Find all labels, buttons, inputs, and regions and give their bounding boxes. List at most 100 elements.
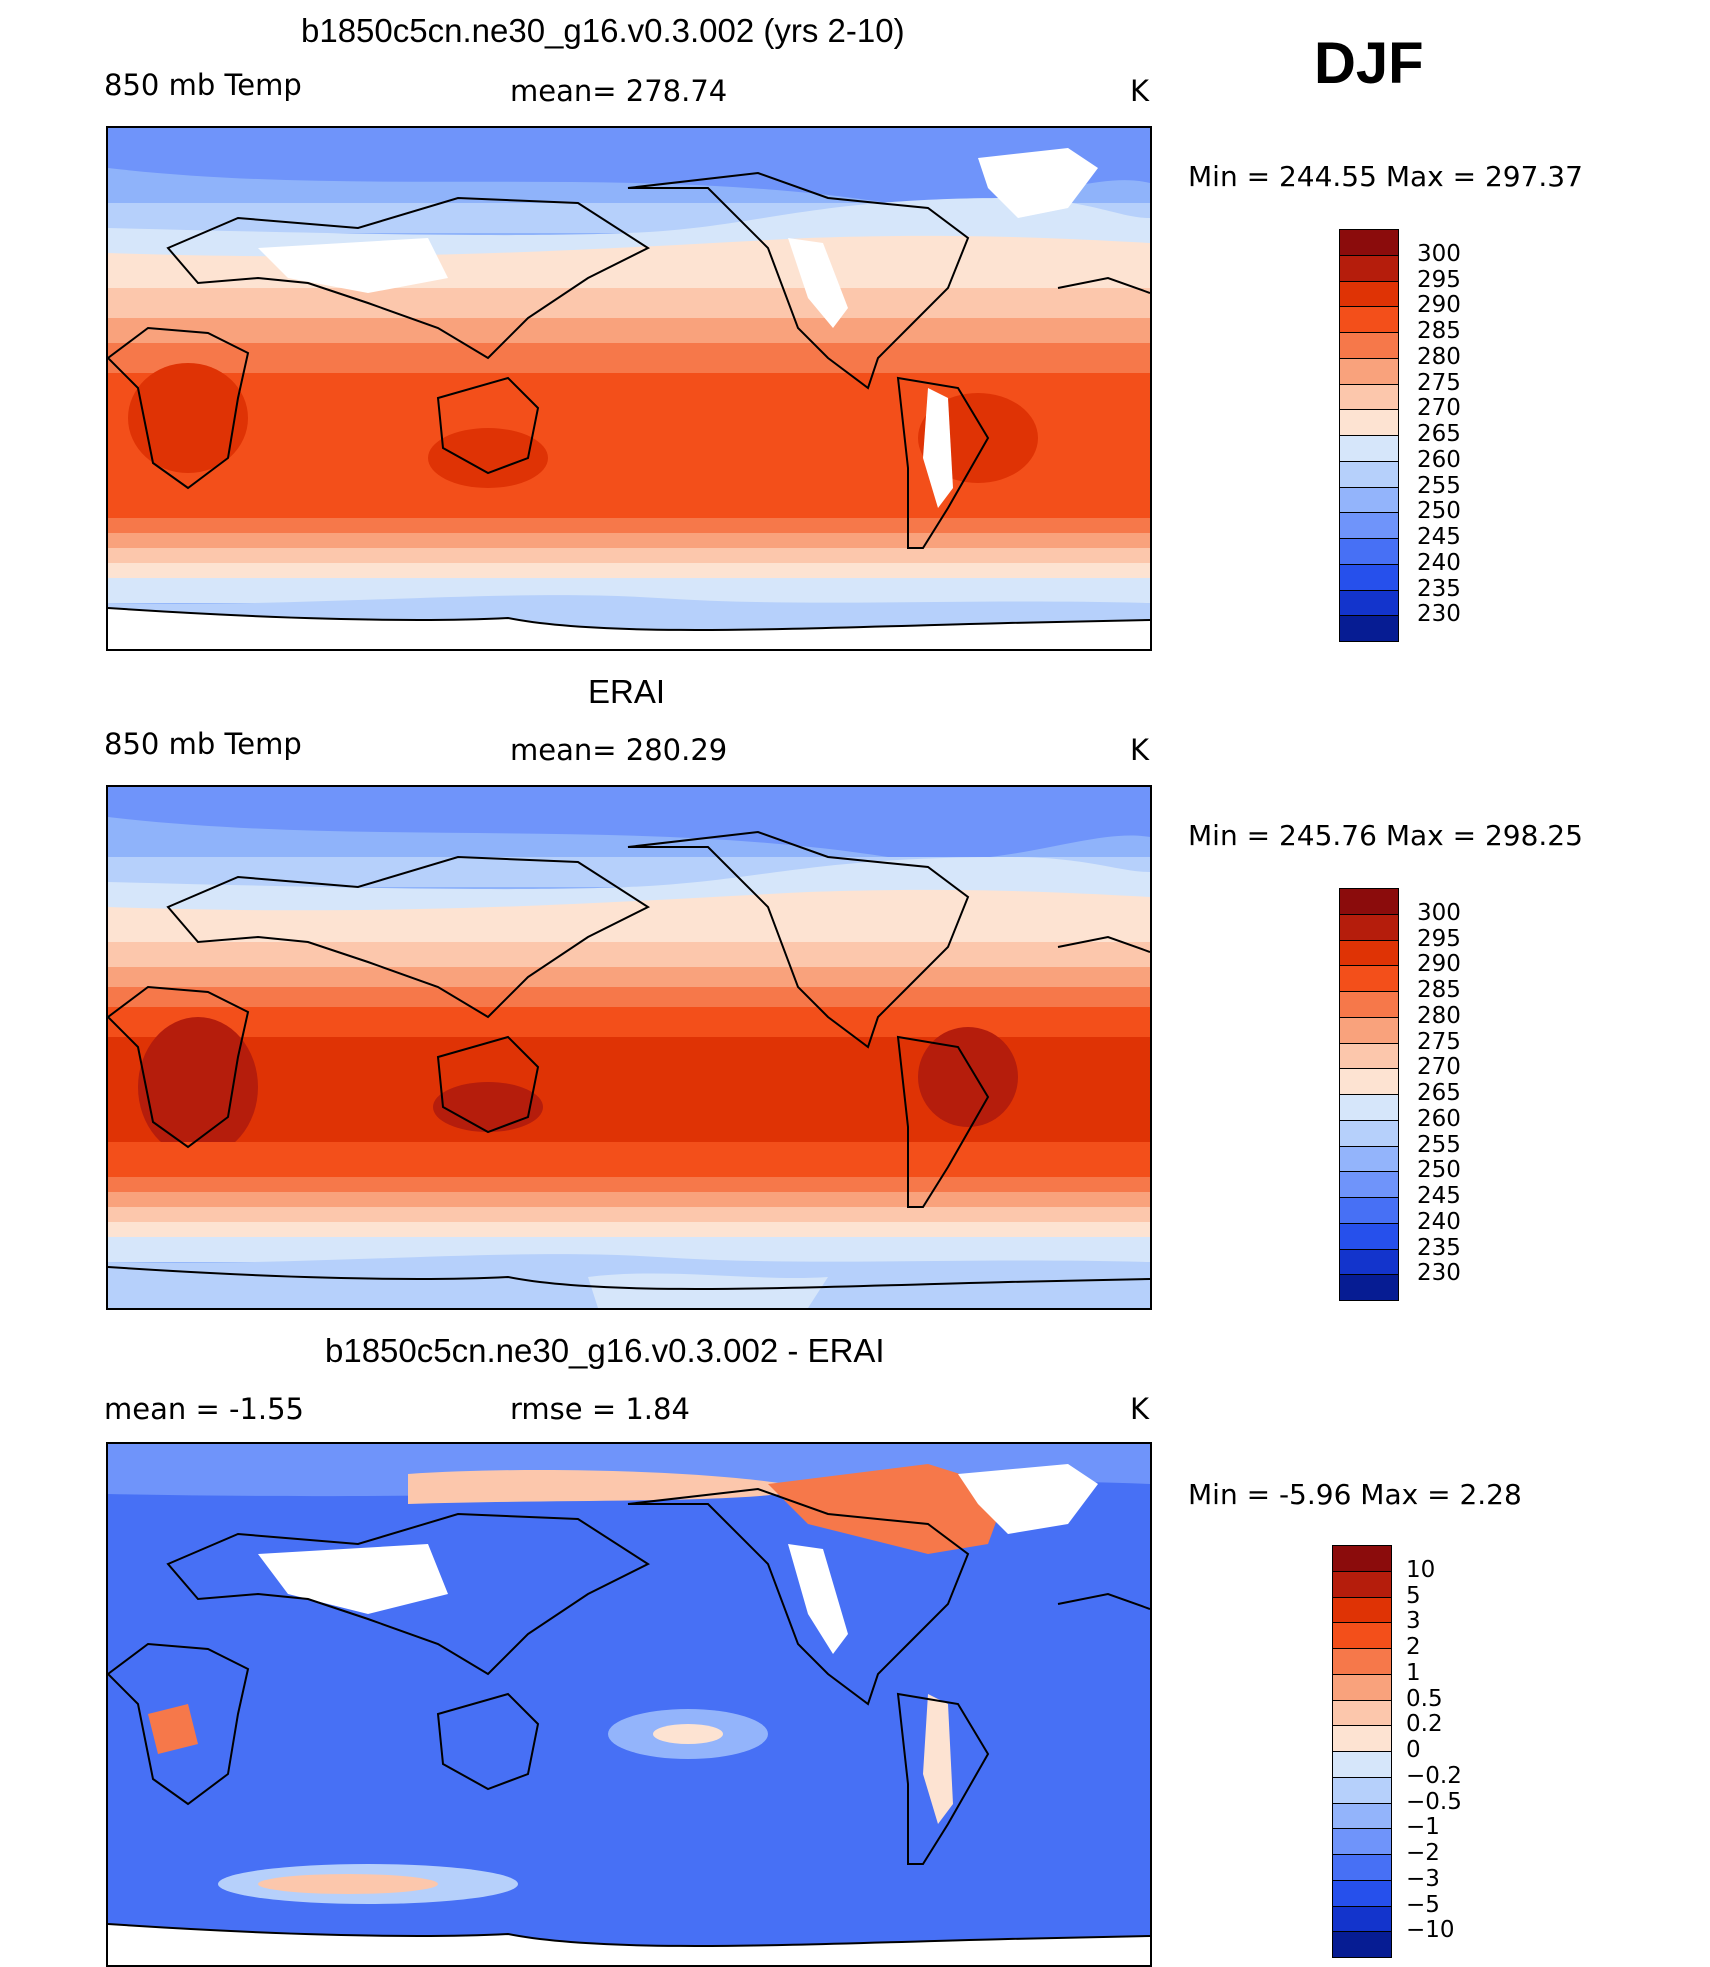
panel3-mean-label: mean = -1.55 — [104, 1392, 305, 1426]
colorbar-label: 260 — [1417, 1105, 1461, 1132]
panel1-title: b1850c5cn.ne30_g16.v0.3.002 (yrs 2-10) — [301, 12, 905, 49]
panel1-unit-label: K — [1130, 74, 1150, 108]
colorbar-label: 275 — [1417, 369, 1461, 396]
panel3-map — [106, 1442, 1152, 1967]
colorbar-swatch — [1332, 1570, 1392, 1598]
colorbar-swatch — [1332, 1648, 1392, 1675]
colorbar-swatch — [1339, 1222, 1399, 1250]
colorbar-label: 5 — [1406, 1582, 1421, 1609]
colorbar-label: 250 — [1417, 498, 1461, 525]
colorbar-label: 260 — [1417, 446, 1461, 473]
colorbar-label: 235 — [1417, 575, 1461, 602]
colorbar-label: 290 — [1417, 292, 1461, 319]
colorbar-swatch — [1339, 991, 1399, 1018]
colorbar-label: 240 — [1417, 549, 1461, 576]
colorbar-swatch — [1339, 1042, 1399, 1070]
colorbar-label: −2 — [1406, 1840, 1440, 1866]
colorbar-swatch — [1339, 1248, 1399, 1276]
colorbar-label: 0.5 — [1406, 1685, 1443, 1712]
colorbar-label: 0 — [1406, 1737, 1421, 1763]
colorbar-swatch — [1339, 1145, 1399, 1173]
colorbar-swatch — [1332, 1879, 1392, 1907]
colorbar-label: −3 — [1406, 1865, 1440, 1892]
colorbar-label: 2 — [1406, 1634, 1421, 1660]
colorbar-label: 255 — [1417, 472, 1461, 499]
colorbar-label: 230 — [1417, 1260, 1461, 1287]
colorbar-label: 1 — [1406, 1659, 1421, 1686]
colorbar-label: 3 — [1406, 1608, 1421, 1635]
colorbar-swatch — [1332, 1622, 1392, 1649]
colorbar-swatch — [1339, 615, 1399, 642]
colorbar-swatch — [1339, 409, 1399, 436]
colorbar-swatch — [1332, 1725, 1392, 1752]
colorbar-swatch — [1339, 486, 1399, 514]
colorbar-swatch — [1332, 1776, 1392, 1804]
colorbar-swatch — [1339, 383, 1399, 411]
colorbar-label: 245 — [1417, 524, 1461, 550]
colorbar-swatch — [1339, 512, 1399, 539]
colorbar-swatch — [1339, 460, 1399, 488]
colorbar-swatch — [1339, 229, 1399, 256]
panel1-minmax: Min = 244.55 Max = 297.37 — [1188, 160, 1583, 193]
panel2-unit-label: K — [1130, 733, 1150, 767]
colorbar-swatch — [1339, 965, 1399, 992]
colorbar-label: 290 — [1417, 951, 1461, 978]
colorbar-swatch — [1332, 1802, 1392, 1830]
colorbar-swatch — [1339, 357, 1399, 385]
panel2-minmax: Min = 245.76 Max = 298.25 — [1188, 819, 1583, 852]
colorbar-swatch — [1332, 1931, 1392, 1958]
colorbar-label: 285 — [1417, 318, 1461, 344]
panel3-rmse-label: rmse = 1.84 — [510, 1392, 690, 1426]
season-label: DJF — [1314, 31, 1424, 96]
colorbar-label: 275 — [1417, 1028, 1461, 1055]
colorbar-label: 270 — [1417, 395, 1461, 422]
colorbar-swatch — [1339, 1068, 1399, 1095]
colorbar-swatch — [1339, 913, 1399, 941]
colorbar-swatch — [1339, 435, 1399, 462]
colorbar-label: 0.2 — [1406, 1711, 1443, 1738]
colorbar-label: 300 — [1417, 899, 1461, 926]
colorbar-swatch — [1339, 888, 1399, 915]
colorbar-swatch — [1332, 1905, 1392, 1933]
colorbar-label: −5 — [1406, 1891, 1440, 1918]
panel3-unit-label: K — [1130, 1392, 1150, 1426]
colorbar-swatch — [1339, 563, 1399, 591]
colorbar-label: 230 — [1417, 601, 1461, 628]
panel2-variable-label: 850 mb Temp — [104, 727, 302, 761]
colorbar-swatch — [1339, 589, 1399, 617]
colorbar-swatch — [1339, 1274, 1399, 1301]
colorbar-label: 240 — [1417, 1208, 1461, 1235]
colorbar-swatch — [1339, 1016, 1399, 1044]
colorbar-label: 250 — [1417, 1157, 1461, 1184]
colorbar-label: 295 — [1417, 925, 1461, 952]
colorbar-swatch — [1332, 1596, 1392, 1624]
panel2-mean-label: mean= 280.29 — [510, 733, 728, 767]
colorbar-label: 255 — [1417, 1131, 1461, 1158]
colorbar-label: −10 — [1406, 1917, 1455, 1944]
colorbar-swatch — [1339, 332, 1399, 359]
colorbar-swatch — [1339, 1197, 1399, 1224]
panel2-map — [106, 785, 1152, 1310]
colorbar-swatch — [1332, 1828, 1392, 1855]
colorbar-swatch — [1339, 1119, 1399, 1147]
colorbar-label: 280 — [1417, 1002, 1461, 1029]
panel1-colorbar: 300 295 290 285 280 275 270 265 260 255 250 245 240 2… — [1339, 229, 1461, 642]
colorbar-swatch — [1332, 1751, 1392, 1778]
panel3-title: b1850c5cn.ne30_g16.v0.3.002 - ERAI — [325, 1332, 885, 1369]
colorbar-swatch — [1339, 306, 1399, 333]
colorbar-swatch — [1339, 538, 1399, 565]
colorbar-swatch — [1332, 1545, 1392, 1572]
panel2-colorbar: 300 295 290 285 280 275 270 265 260 255 250 245 240 2… — [1339, 888, 1461, 1301]
colorbar-label: 245 — [1417, 1183, 1461, 1209]
colorbar-swatch — [1332, 1699, 1392, 1727]
panel1-mean-label: mean= 278.74 — [510, 74, 728, 108]
panel1-map — [106, 126, 1152, 651]
colorbar-swatch — [1332, 1854, 1392, 1881]
colorbar-label: 285 — [1417, 977, 1461, 1003]
colorbar-label: 280 — [1417, 343, 1461, 370]
colorbar-label: 270 — [1417, 1054, 1461, 1081]
colorbar-label: −1 — [1406, 1814, 1440, 1841]
panel2-title: ERAI — [588, 673, 666, 710]
colorbar-label: 10 — [1406, 1556, 1436, 1583]
colorbar-label: 235 — [1417, 1234, 1461, 1261]
